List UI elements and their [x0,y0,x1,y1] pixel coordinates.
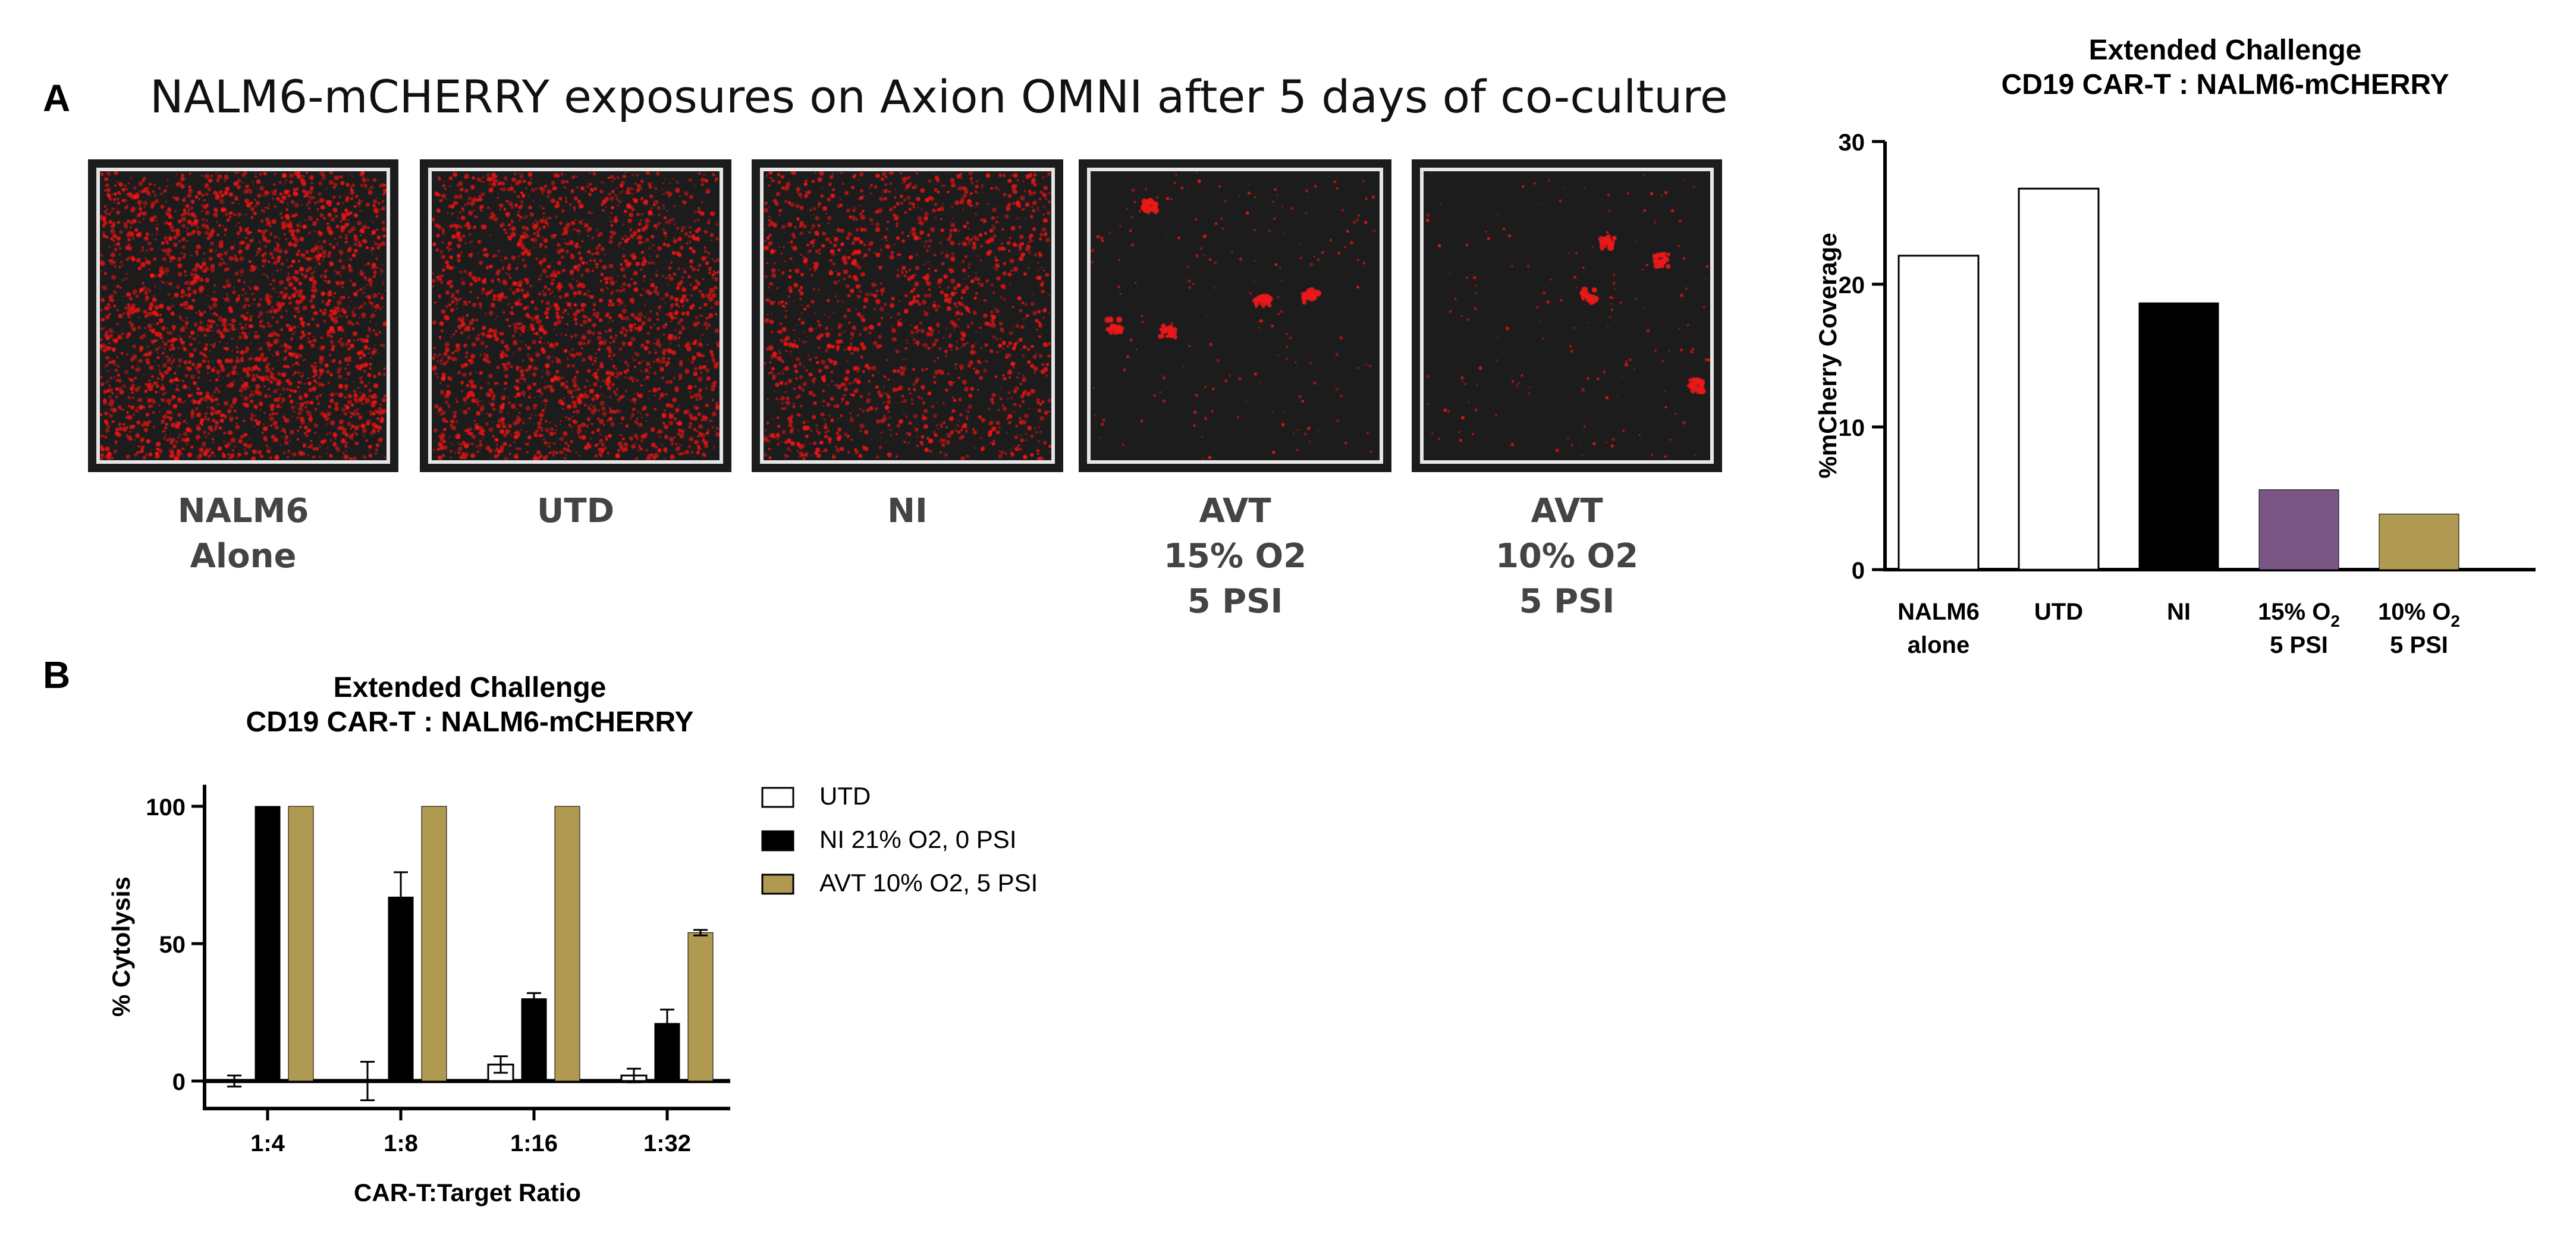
x-tick-label: 1:32 [643,1130,691,1157]
image-label-2: UTD [415,489,736,534]
fluorescence-image-2 [420,159,731,472]
y-tick-label: 0 [1852,558,1865,584]
image-label-line: NALM6 [177,492,309,530]
chart-a-title: Extended Challenge CD19 CAR-T : NALM6-mC… [1860,33,2576,102]
image-frame [760,168,1055,464]
x-tick-label: 5 PSI [2390,632,2448,658]
image-frame [1420,168,1714,464]
image-label-line: 15% O2 [1163,537,1307,576]
coverage-bar [2138,302,2219,570]
image-label-line: NI [887,492,928,530]
chart-a-title-line-2: CD19 CAR-T : NALM6-mCHERRY [2001,69,2449,100]
fluorescence-image-4-canvas [1079,159,1391,472]
cytolysis-bar [554,806,580,1082]
x-tick-label: alone [1908,632,1969,658]
cytolysis-bar [687,932,714,1082]
fluorescence-image-5 [1412,159,1722,472]
y-axis-label: %mCherry Coverage [1814,232,1842,478]
panel-b-letter: B [43,653,71,696]
coverage-bar [2379,513,2459,570]
chart-b-title-line-1: Extended Challenge [333,672,607,703]
image-label-line: AVT [1199,492,1271,530]
x-tick-label: 1:8 [384,1130,418,1157]
image-label-line: 5 PSI [1519,582,1615,621]
image-label-line: 5 PSI [1187,582,1283,621]
cytolysis-bar [421,806,447,1082]
x-tick-label: NALM6 [1898,599,1980,625]
cytolysis-bar [388,896,414,1082]
x-tick-label: 1:4 [250,1130,285,1157]
image-label-line: UTD [536,492,615,530]
image-frame [1087,168,1383,464]
image-label-line: Alone [190,537,297,576]
panel-a-heading: NALM6-mCHERRY exposures on Axion OMNI af… [150,70,1728,123]
x-tick-label: 5 PSI [2270,632,2328,658]
image-label-3: NI [747,489,1068,534]
y-tick-label: 100 [146,794,186,821]
legend-label: AVT 10% O2, 5 PSI [819,869,1038,897]
cytolysis-bar [288,806,314,1082]
y-tick-label: 30 [1839,130,1865,156]
panel-a-letter: A [43,77,71,120]
image-frame [428,168,723,464]
fluorescence-image-2-canvas [420,159,731,472]
coverage-bar-chart: 0 10 20 30 %mCherry Coverage NALM6 alone UTD NI 1… [1814,130,2536,658]
coverage-bar [2258,489,2339,570]
x-axis-label: CAR-T:Target Ratio [354,1179,581,1206]
image-label-4: AVT 15% O2 5 PSI [1075,489,1396,624]
chart-a-title-line-1: Extended Challenge [2088,34,2362,66]
fluorescence-image-1 [88,159,398,472]
chart-b-title: Extended Challenge CD19 CAR-T : NALM6-mC… [178,671,761,740]
image-label-line: 10% O2 [1495,537,1639,576]
image-label-1: NALM6 Alone [83,489,404,579]
image-label-5: AVT 10% O2 5 PSI [1406,489,1727,624]
y-tick-label: 10 [1839,415,1865,441]
chart-b-title-line-2: CD19 CAR-T : NALM6-mCHERRY [246,706,694,738]
legend-label: UTD [819,782,871,810]
x-tick-label: UTD [2034,599,2083,625]
cytolysis-bar [521,998,547,1082]
legend-swatch [761,787,794,808]
legend-swatch [761,873,794,895]
coverage-bar [1898,254,1980,571]
y-tick-label: 50 [159,932,186,958]
x-tick-label: 1:16 [510,1130,558,1157]
image-frame [96,168,390,464]
cytolysis-bar-chart: 0 50 100 % Cytolysis 1:4 1:8 1:16 1:32 CAR-T:Tar… [107,782,1038,1206]
x-tick-label: 15% O2 [2258,599,2340,630]
x-tick-label: NI [2167,599,2191,625]
y-tick-label: 0 [172,1069,186,1095]
y-axis-label: % Cytolysis [107,876,135,1017]
fluorescence-image-3-canvas [752,159,1063,472]
coverage-bar [2018,187,2100,571]
legend-label: NI 21% O2, 0 PSI [819,825,1017,853]
fluorescence-image-4 [1079,159,1391,472]
fluorescence-image-3 [752,159,1063,472]
fluorescence-image-5-canvas [1412,159,1722,472]
x-tick-label: 10% O2 [2378,599,2460,630]
y-tick-label: 20 [1839,272,1865,298]
cytolysis-bar [255,806,281,1082]
fluorescence-image-1-canvas [88,159,398,472]
image-label-line: AVT [1531,492,1603,530]
legend-swatch [761,830,794,851]
